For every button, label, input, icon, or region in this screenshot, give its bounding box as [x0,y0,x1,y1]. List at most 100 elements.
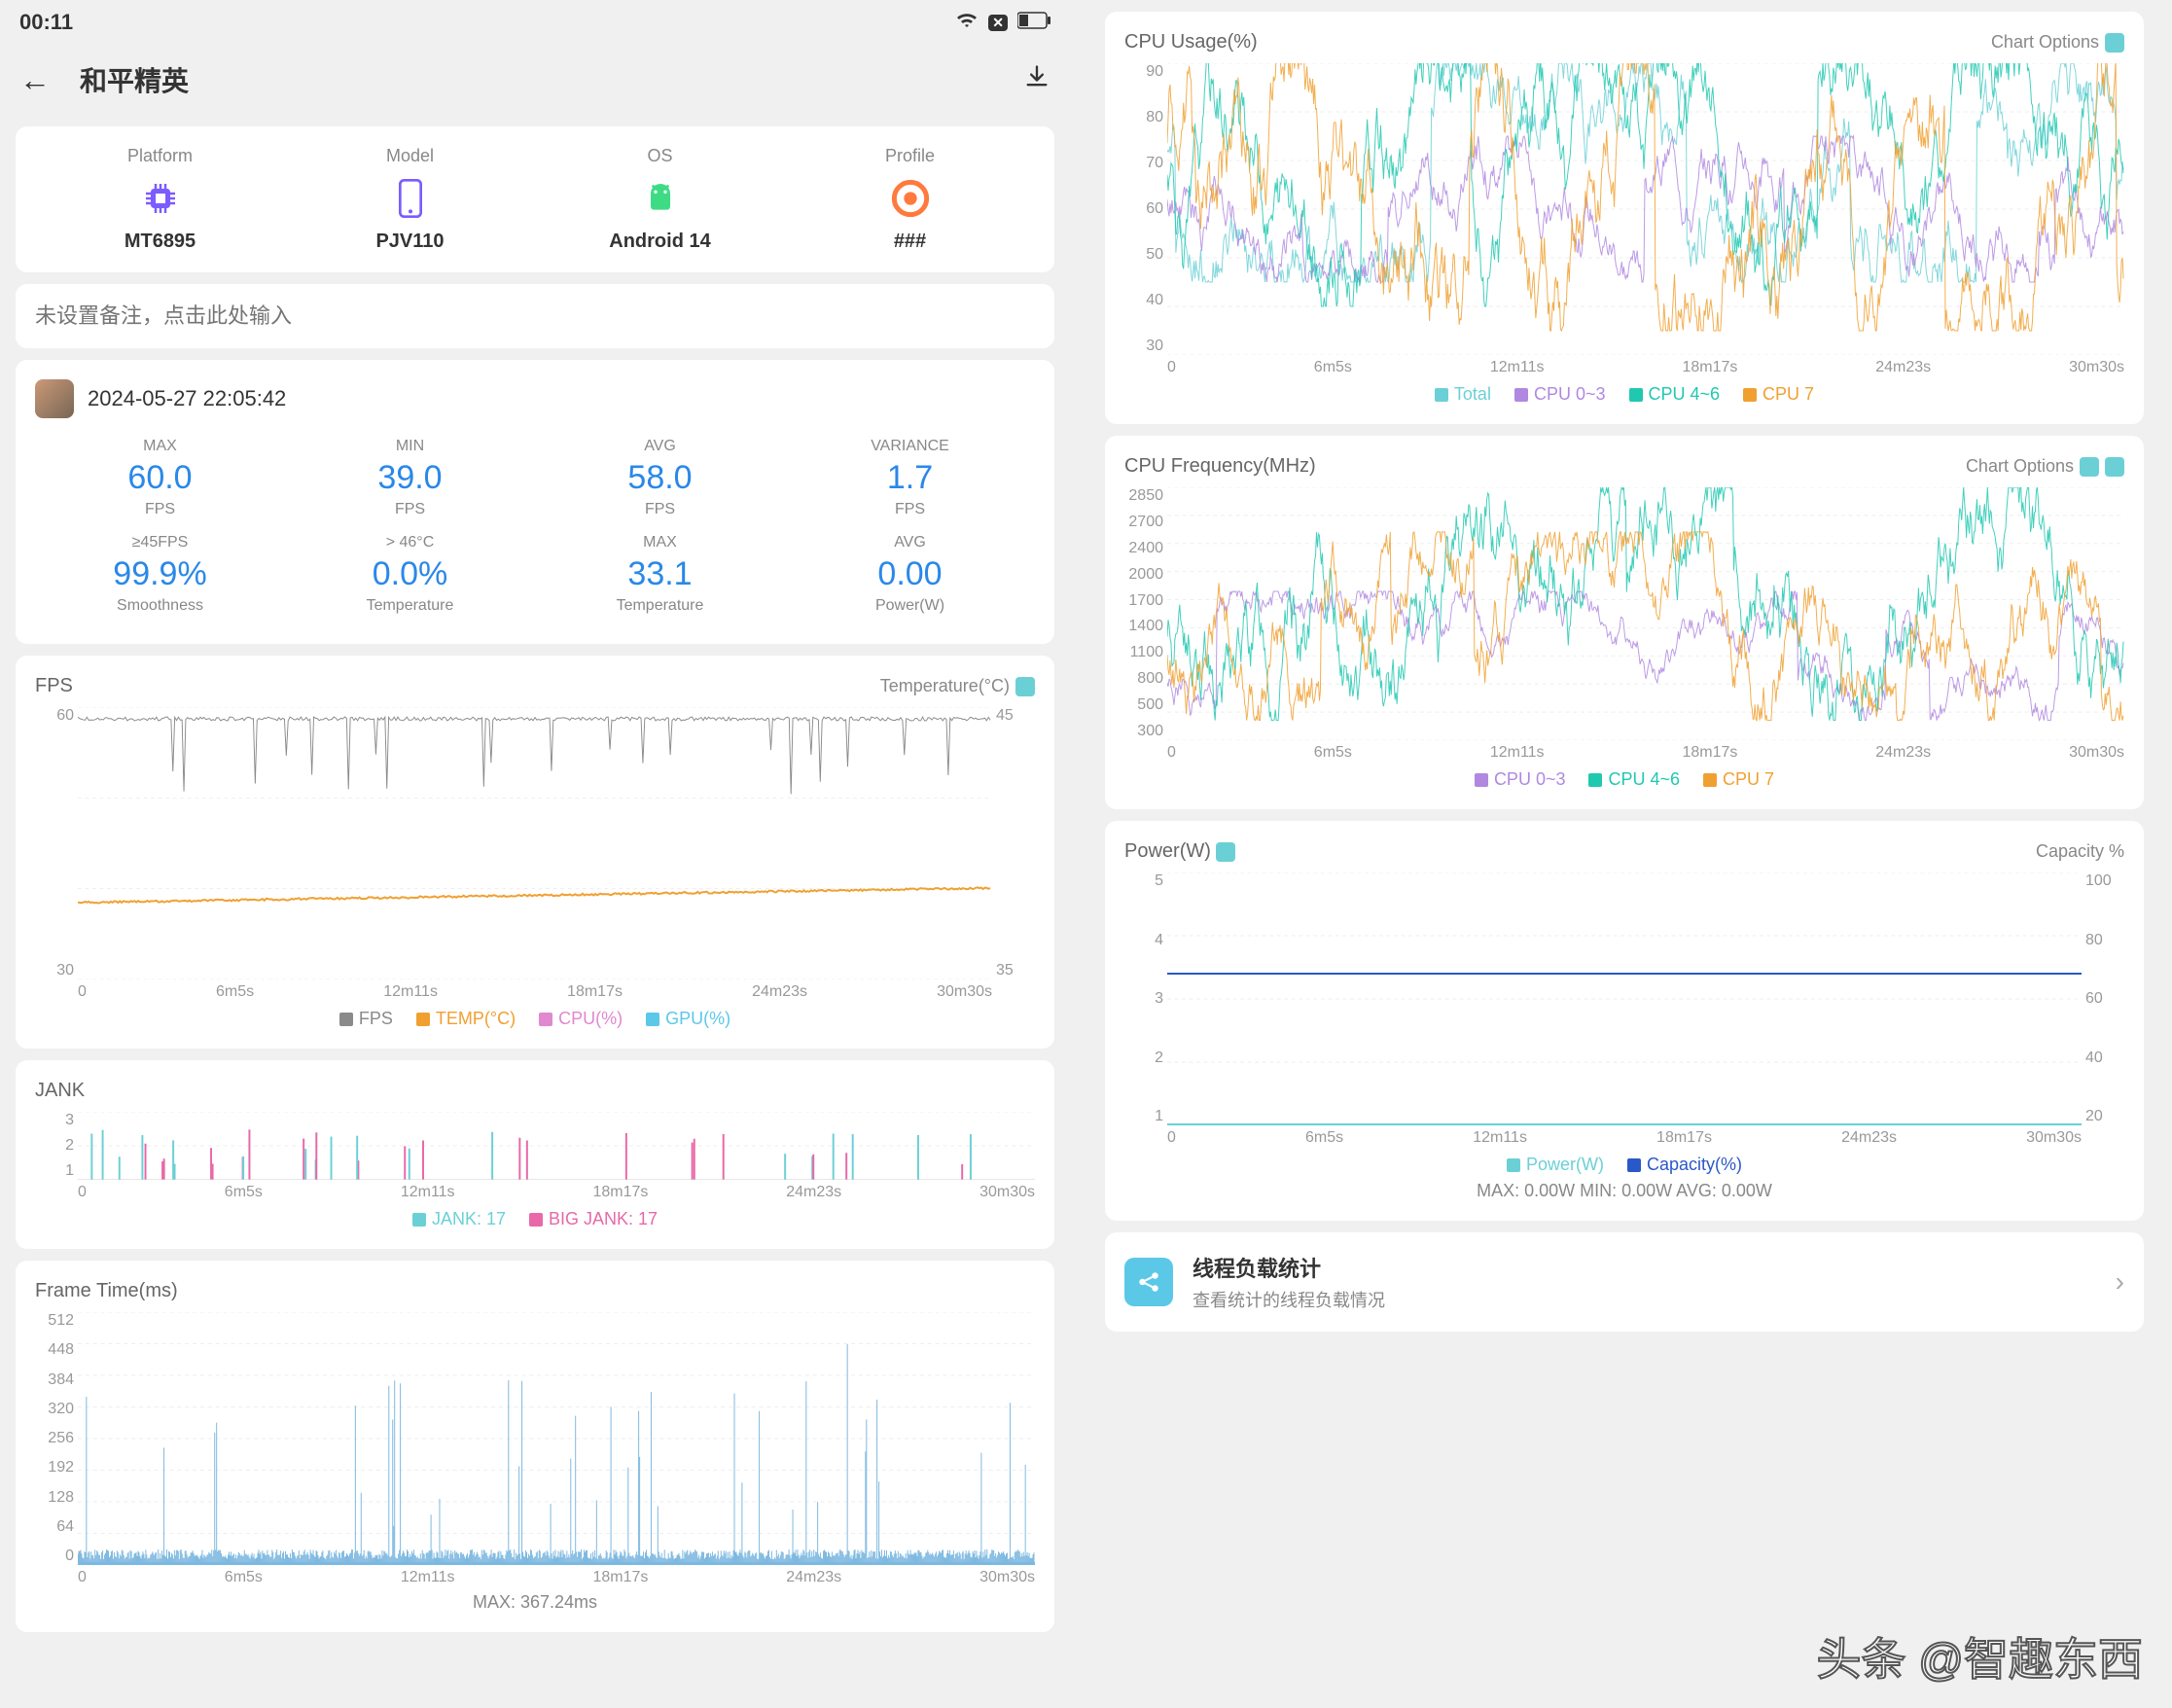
thread-stats-row[interactable]: 线程负载统计 查看统计的线程负载情况 › [1105,1232,2144,1332]
device-label: Profile [785,146,1035,166]
axis-tick: 18m17s [1682,744,1737,762]
download-icon[interactable] [1023,63,1050,97]
note-card[interactable] [16,284,1054,348]
back-icon[interactable]: ← [19,62,51,98]
cpu-usage-card: CPU Usage(%) Chart Options 9080706050403… [1105,12,2144,424]
device-value: MT6895 [35,231,285,253]
metric-sub: Temperature [285,597,535,615]
axis-tick: 60 [2085,990,2124,1008]
axis-tick: 24m23s [1875,744,1931,762]
legend-item: Total [1435,384,1491,405]
metric: MAX 60.0 FPS [35,438,285,518]
device-item: Platform MT6895 [35,146,285,253]
axis-tick: 6m5s [225,1569,263,1586]
axis-tick: 256 [35,1430,74,1447]
axis-tick: 40 [2085,1050,2124,1067]
legend-item: CPU 7 [1743,384,1814,405]
axis-tick: 0 [35,1548,74,1565]
share-icon [1124,1258,1173,1306]
axis-tick: 6m5s [216,983,254,1001]
axis-tick: 18m17s [592,1184,648,1201]
chart-options[interactable]: Chart Options [1991,32,2124,53]
axis-tick: 100 [2085,872,2124,890]
cpu-icon [35,176,285,221]
power-stats: MAX: 0.00W MIN: 0.00W AVG: 0.00W [1124,1181,2124,1201]
legend-label: CPU 0~3 [1534,384,1606,405]
options-icon [2105,33,2124,53]
legend-item: CPU 4~6 [1588,769,1680,790]
legend-label: Power(W) [1526,1155,1604,1175]
axis-tick: 30 [35,962,74,979]
metric: AVG 0.00 Power(W) [785,534,1035,615]
legend-label: CPU 4~6 [1649,384,1721,405]
legend-item: CPU 7 [1703,769,1774,790]
device-item: Profile ### [785,146,1035,253]
legend-label: TEMP(°C) [436,1009,516,1029]
metric-sub: FPS [785,501,1035,518]
legend-swatch [1435,388,1448,402]
legend-item: FPS [339,1009,393,1029]
legend-label: FPS [359,1009,393,1029]
metric-label: MIN [285,438,535,455]
axis-tick: 1700 [1124,592,1163,610]
axis-tick: 80 [1124,109,1163,126]
note-input[interactable] [35,303,1035,329]
axis-tick: 4 [1124,932,1163,949]
axis-tick: 320 [35,1401,74,1418]
fps-chart-card: FPS Temperature(°C) 6030 4535 06m5s12m11… [16,656,1054,1049]
axis-tick: 24m23s [752,983,807,1001]
legend-swatch [416,1013,430,1026]
dnd-icon: ✕ [988,15,1008,31]
legend-label: GPU(%) [665,1009,730,1029]
axis-tick: 0 [78,1184,87,1201]
axis-tick: 18m17s [1682,359,1737,376]
power-card: Power(W) Capacity % 54321 10080604020 06… [1105,821,2144,1221]
axis-tick: 6m5s [1314,359,1352,376]
axis-tick: 6m5s [225,1184,263,1201]
axis-tick: 30m30s [2026,1129,2082,1147]
axis-tick: 0 [78,1569,87,1586]
axis-tick: 80 [2085,932,2124,949]
metric-sub: Temperature [535,597,785,615]
axis-tick: 30m30s [2069,359,2124,376]
device-label: OS [535,146,785,166]
metric-sub: Power(W) [785,597,1035,615]
metric-label: MAX [35,438,285,455]
axis-tick: 12m11s [383,983,438,1001]
legend-label: CPU 7 [1763,384,1814,405]
device-item: OS Android 14 [535,146,785,253]
metric: MIN 39.0 FPS [285,438,535,518]
axis-tick: 30m30s [2069,744,2124,762]
axis-tick: 2000 [1124,566,1163,584]
row-sub: 查看统计的线程负载情况 [1193,1287,2096,1312]
page-title: 和平精英 [80,60,994,99]
status-icons: ✕ [955,8,1050,37]
legend-label: CPU 0~3 [1494,769,1566,790]
temp-toggle[interactable]: Temperature(°C) [880,676,1035,696]
legend-swatch [1514,388,1528,402]
axis-tick: 20 [2085,1108,2124,1125]
axis-tick: 300 [1124,723,1163,740]
legend-swatch [646,1013,659,1026]
axis-tick: 0 [1167,1129,1176,1147]
legend-label: BIG JANK: 17 [549,1209,658,1229]
axis-tick: 24m23s [786,1569,841,1586]
legend-item: CPU 0~3 [1514,384,1606,405]
axis-tick: 35 [996,962,1035,979]
metric-value: 1.7 [785,459,1035,497]
axis-tick: 30m30s [979,1184,1035,1201]
toggle-icon [1015,677,1035,696]
axis-tick: 2700 [1124,514,1163,531]
axis-tick: 90 [1124,63,1163,81]
battery-icon [1017,10,1050,35]
legend-swatch [1507,1158,1520,1172]
chart-options[interactable]: Chart Options [1966,456,2124,477]
axis-tick: 60 [35,707,74,725]
chevron-right-icon: › [2116,1266,2124,1298]
legend-item: CPU 4~6 [1629,384,1721,405]
clock: 00:11 [19,10,73,35]
legend-label: Capacity(%) [1647,1155,1742,1175]
axis-tick: 192 [35,1459,74,1477]
axis-tick: 6m5s [1305,1129,1343,1147]
session-card: 2024-05-27 22:05:42 MAX 60.0 FPSMIN 39.0… [16,360,1054,644]
